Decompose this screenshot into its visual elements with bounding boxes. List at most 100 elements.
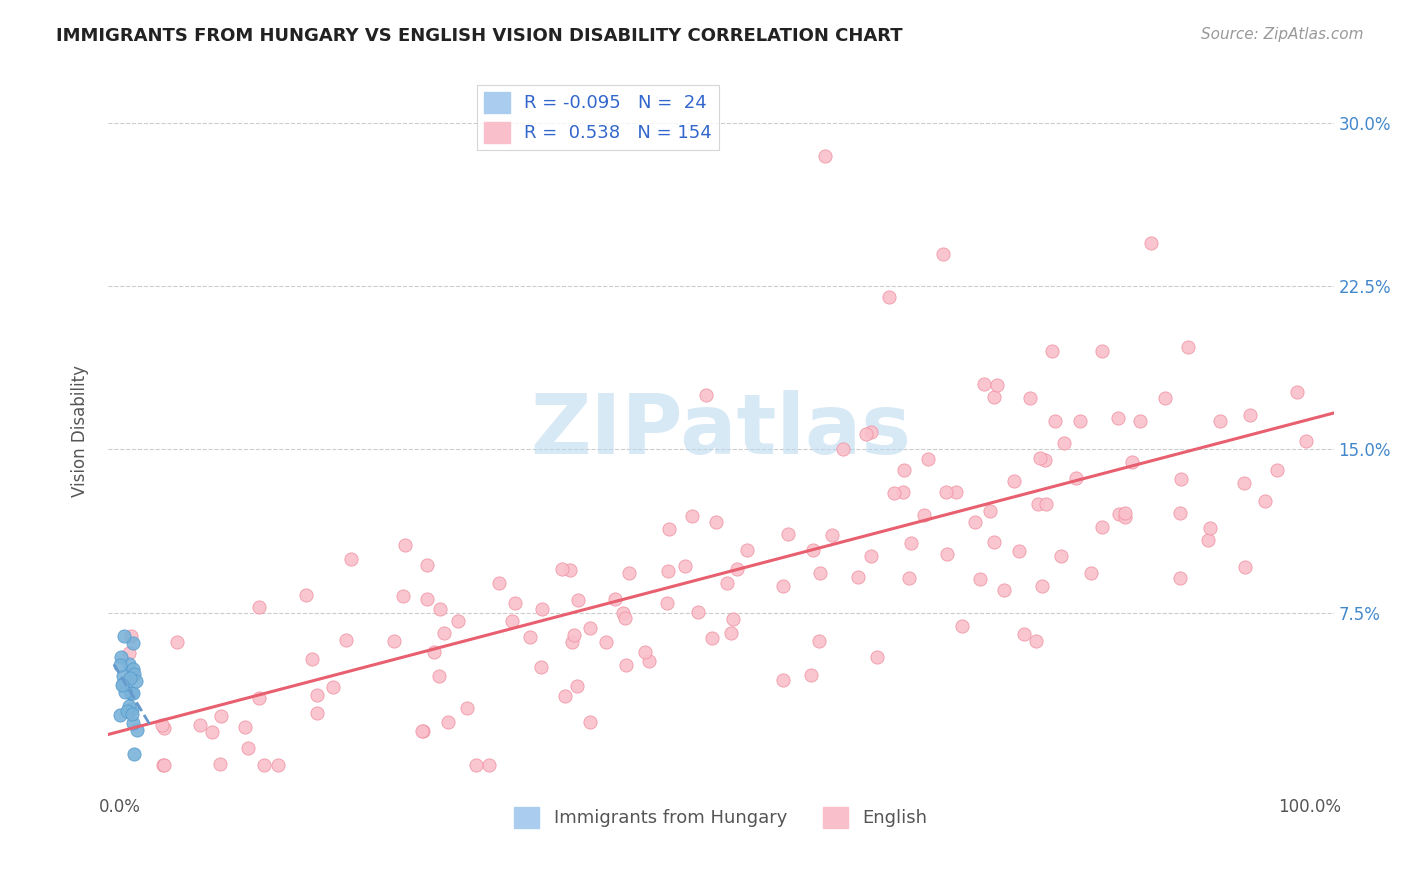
Point [801,543,824,558]
Point [501,615,523,629]
Point [301,651,323,665]
Point [893,463,915,477]
Text: ZIPatlas: ZIPatlas [530,391,911,472]
Point [1066,471,1088,485]
Point [800,668,823,682]
Point [832,442,855,456]
Point [411,723,433,738]
Point [969,572,991,586]
Point [612,607,634,621]
Point [208,757,231,772]
Point [125,673,148,688]
Point [877,290,900,304]
Point [866,649,889,664]
Point [932,246,955,260]
Point [578,714,600,729]
Point [1139,235,1161,250]
Point [530,660,553,674]
Point [322,680,344,694]
Point [120,629,142,643]
Point [121,702,143,716]
Point [1197,533,1219,548]
Point [152,758,174,772]
Point [945,485,967,500]
Point [1286,384,1309,399]
Point [634,644,657,658]
Point [108,658,131,673]
Point [560,563,582,577]
Point [437,715,460,730]
Point [412,724,434,739]
Point [637,654,659,668]
Point [121,707,143,722]
Point [112,669,135,683]
Point [562,628,585,642]
Point [778,526,800,541]
Point [125,723,148,737]
Point [236,741,259,756]
Point [1008,543,1031,558]
Point [416,558,439,573]
Point [619,566,641,580]
Point [1233,475,1256,490]
Point [1002,474,1025,488]
Point [1168,571,1191,585]
Point [772,673,794,688]
Point [152,758,174,772]
Point [986,378,1008,392]
Text: Source: ZipAtlas.com: Source: ZipAtlas.com [1201,27,1364,42]
Point [859,549,882,564]
Point [519,630,541,644]
Point [122,662,145,676]
Point [1043,414,1066,428]
Point [1114,510,1136,524]
Point [983,535,1005,549]
Point [112,629,135,643]
Point [1168,507,1191,521]
Point [655,596,678,610]
Point [150,718,173,732]
Point [111,677,134,691]
Point [456,701,478,715]
Point [1254,494,1277,508]
Point [200,725,222,739]
Point [429,602,451,616]
Point [1233,560,1256,574]
Point [1177,340,1199,354]
Point [118,671,141,685]
Point [335,632,357,647]
Point [110,649,132,664]
Point [813,148,835,162]
Point [983,390,1005,404]
Point [935,485,957,500]
Point [846,570,869,584]
Point [720,626,742,640]
Point [1239,408,1261,422]
Point [979,504,1001,518]
Point [339,551,361,566]
Point [688,605,710,619]
Point [859,425,882,439]
Point [897,571,920,585]
Point [561,635,583,649]
Point [914,508,936,523]
Point [531,602,554,616]
Point [114,684,136,698]
Point [1035,497,1057,511]
Point [772,579,794,593]
Point [725,562,748,576]
Point [658,522,681,536]
Point [567,593,589,607]
Point [1031,579,1053,593]
Point [1033,452,1056,467]
Point [124,667,146,681]
Point [614,611,637,625]
Point [721,612,744,626]
Point [121,686,143,700]
Point [900,536,922,550]
Point [891,485,914,500]
Point [295,588,318,602]
Point [122,747,145,761]
Point [1265,463,1288,477]
Point [673,558,696,573]
